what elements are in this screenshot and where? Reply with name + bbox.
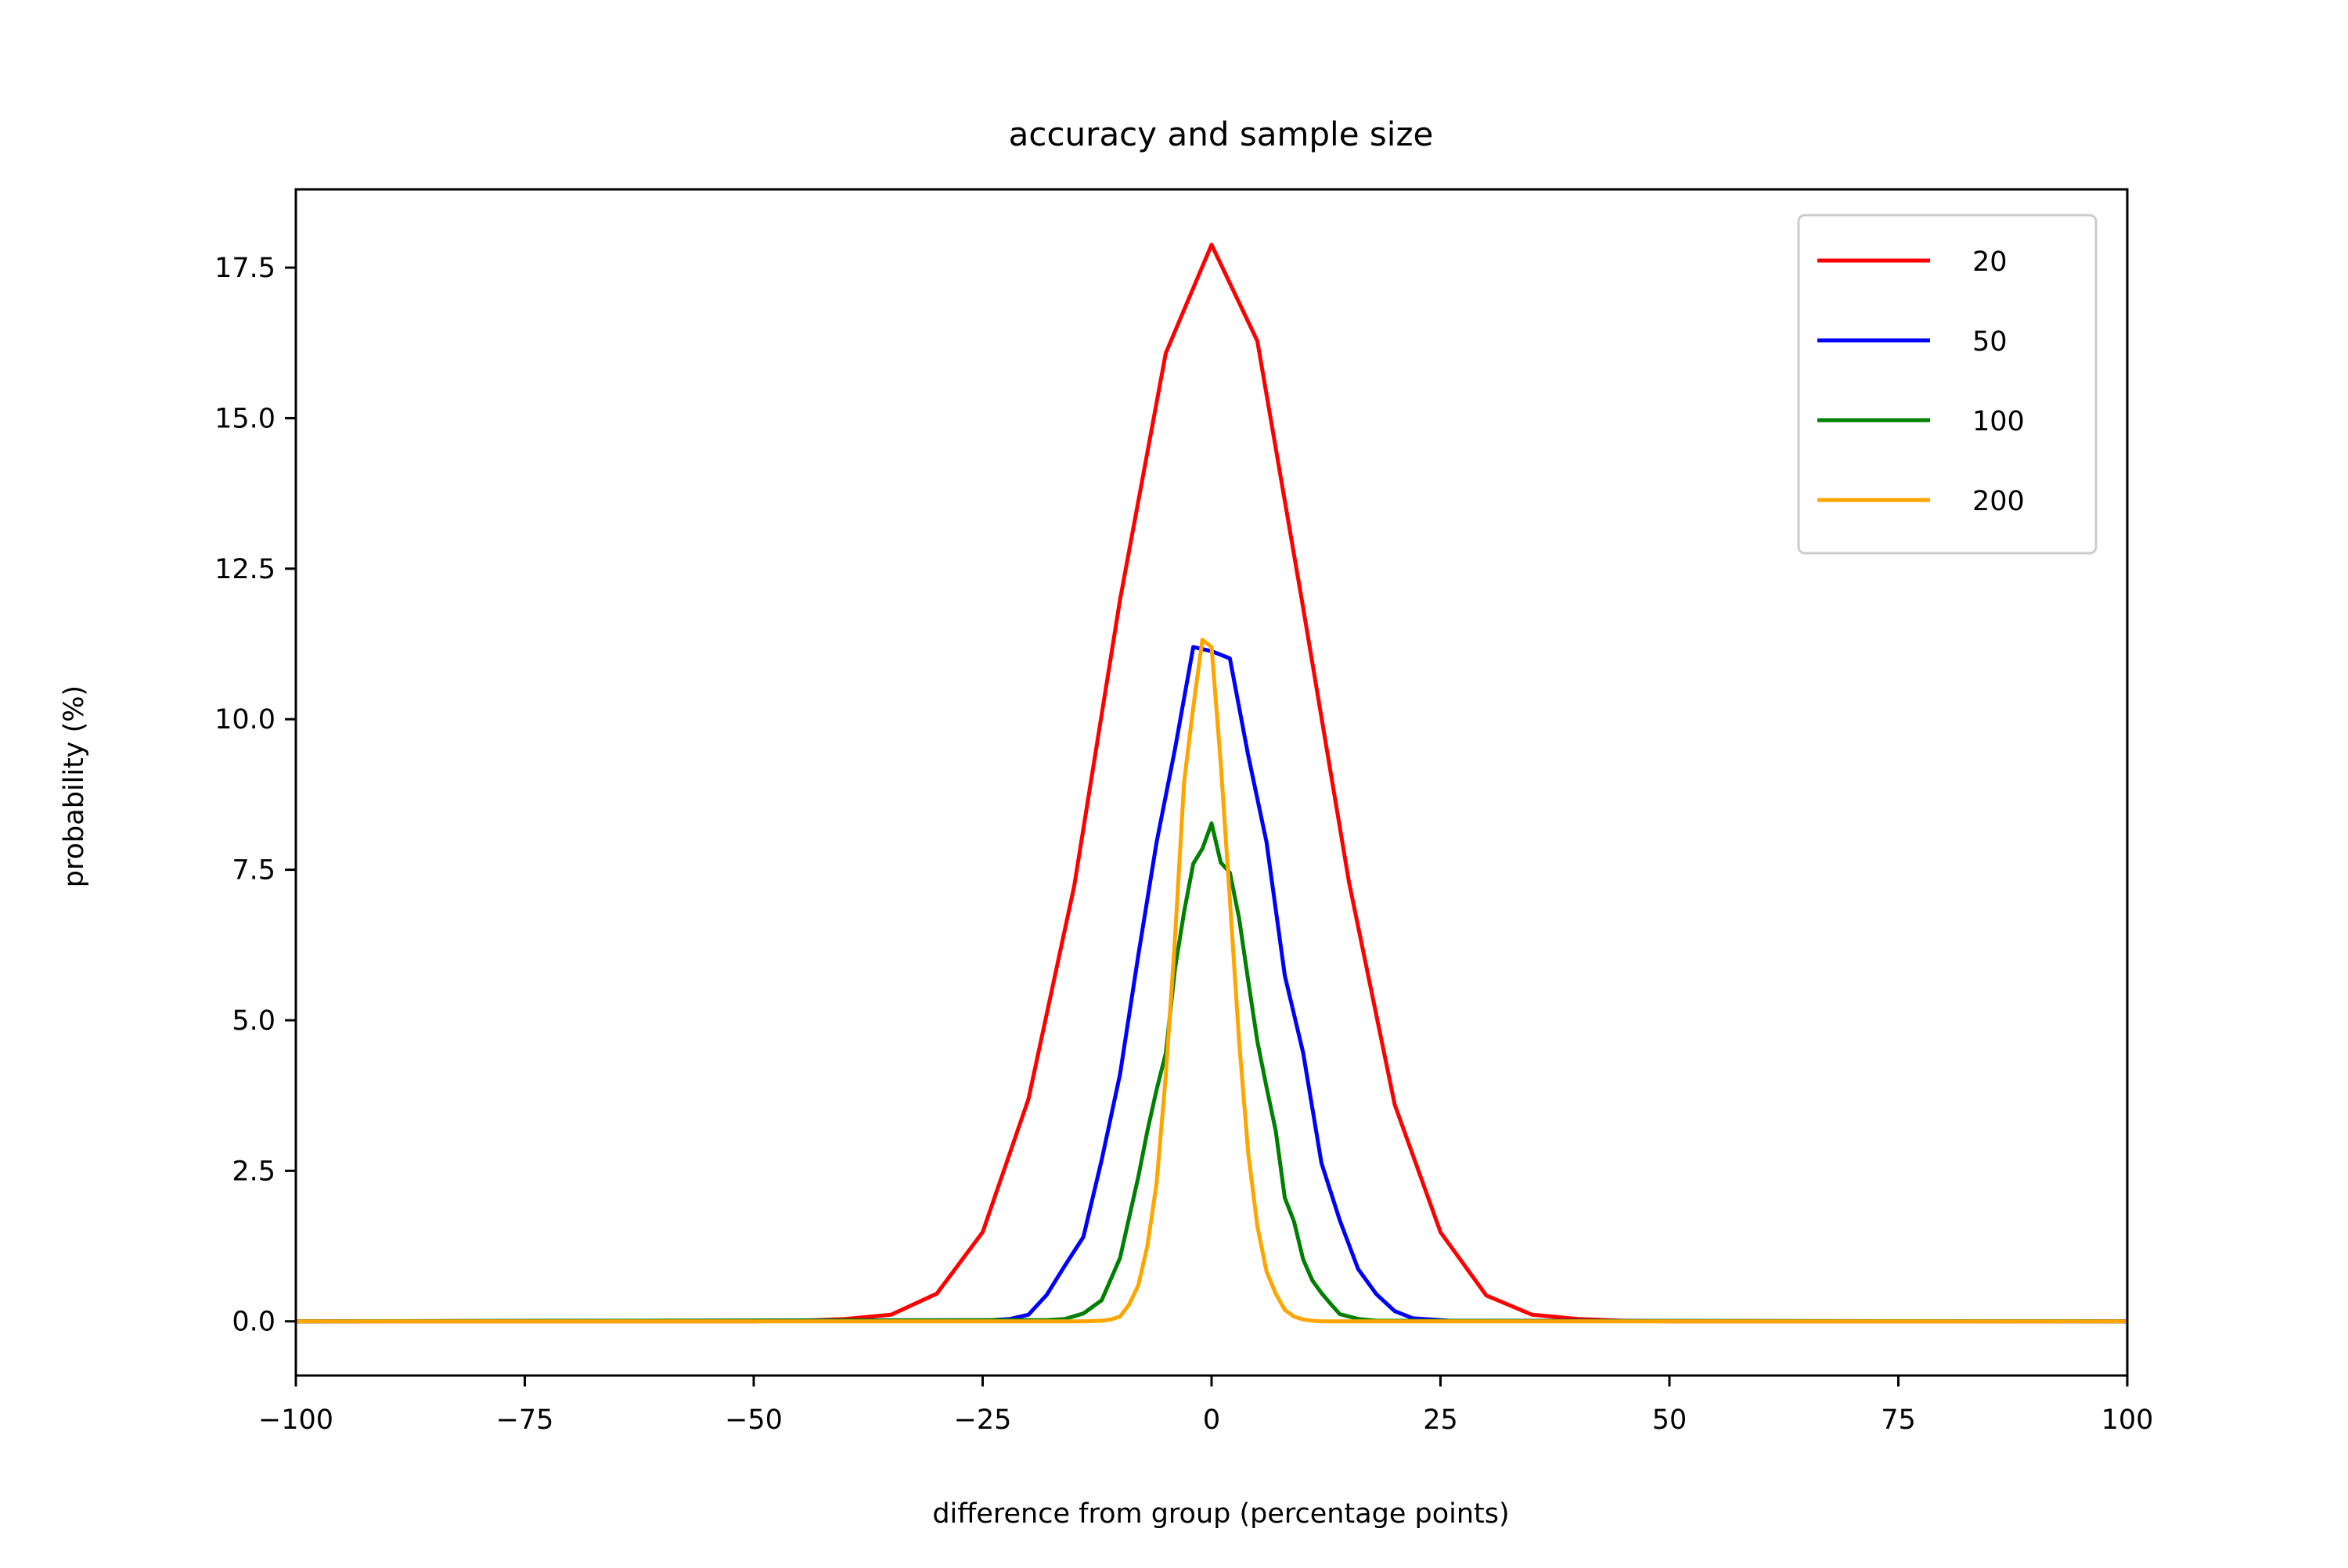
x-tick-label: 25 (1423, 1404, 1458, 1436)
legend-label-200: 200 (1972, 486, 2025, 517)
x-axis: −100 −75 −50 −25 0 25 50 75 100 (258, 1376, 2153, 1436)
y-tick-label: 7.5 (232, 855, 275, 886)
y-tick-label: 10.0 (214, 704, 275, 735)
x-tick-label: 100 (2101, 1404, 2154, 1436)
y-tick-label: 15.0 (214, 403, 275, 434)
x-tick-label: 50 (1652, 1404, 1687, 1436)
x-tick-label: 75 (1881, 1404, 1916, 1436)
y-tick-label: 17.5 (214, 253, 275, 284)
y-tick-label: 2.5 (232, 1156, 275, 1187)
y-tick-label: 12.5 (214, 554, 275, 585)
legend-frame (1797, 214, 2098, 555)
series-line-50 (296, 645, 2127, 1324)
chart-title: accuracy and sample size (1009, 115, 1434, 153)
x-tick-label: −25 (954, 1404, 1012, 1436)
x-tick-label: −75 (496, 1404, 554, 1436)
x-axis-label: difference from group (percentage points… (932, 1498, 1509, 1530)
plot-area (294, 188, 2129, 1377)
series-line-200 (296, 638, 2127, 1324)
series-line-100 (296, 821, 2127, 1324)
y-axis-label: probability (%) (59, 685, 90, 887)
series-group (296, 243, 2127, 1324)
legend-label-100: 100 (1972, 406, 2025, 437)
x-tick-label: −50 (725, 1404, 783, 1436)
y-tick-label: 5.0 (232, 1005, 275, 1037)
series-line-20 (296, 243, 2127, 1324)
y-tick-label: 0.0 (232, 1307, 275, 1338)
y-axis: 0.0 2.5 5.0 7.5 10.0 12.5 15.0 17.5 (214, 253, 296, 1338)
legend: 20 50 100 200 (1797, 214, 2098, 555)
legend-label-50: 50 (1972, 326, 2008, 358)
x-tick-label: −100 (258, 1404, 333, 1436)
x-tick-label: 0 (1203, 1404, 1220, 1436)
legend-label-20: 20 (1972, 246, 2008, 278)
